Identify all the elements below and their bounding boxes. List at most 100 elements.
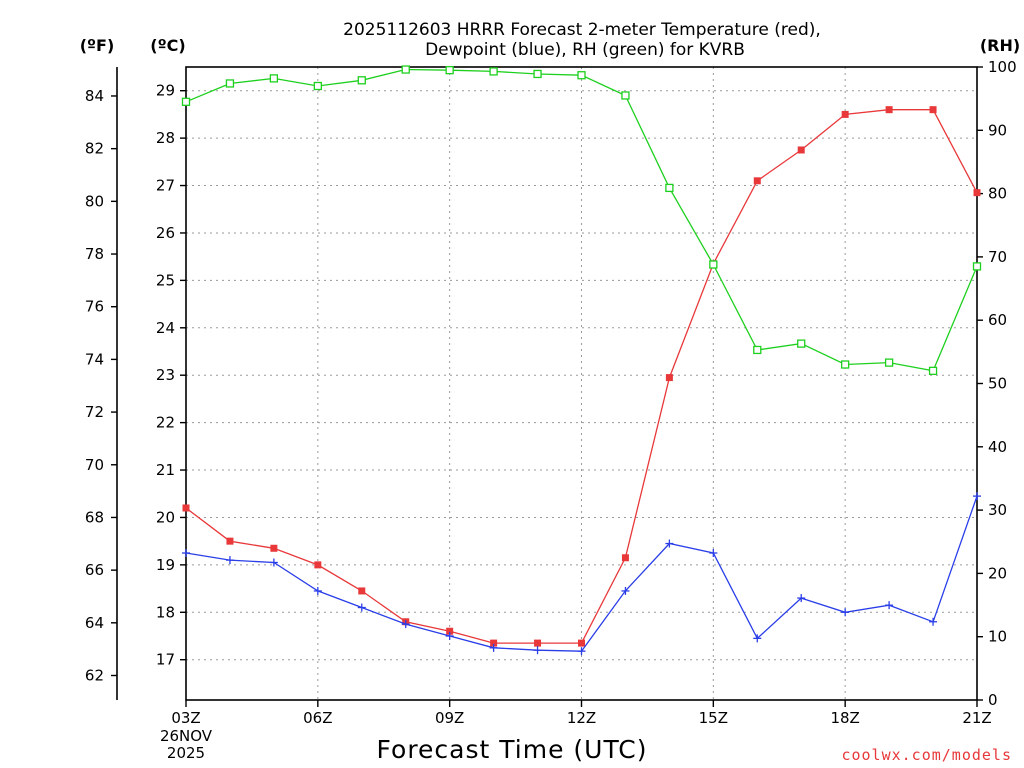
celsius-tick-label: 18 [156,603,175,621]
temperature-point [182,504,190,512]
celsius-tick-label: 19 [156,556,175,574]
rh-point [533,69,542,79]
temperature-point [226,537,234,545]
date-label-line1: 26NOV [160,727,213,745]
rh-tick-label: 60 [988,311,1007,329]
x-tick-label: 21Z [962,709,991,727]
rh-tick-label: 40 [988,438,1007,456]
rh-point [401,65,410,74]
celsius-unit-label: (ºC) [150,36,185,55]
fahrenheit-tick-label: 68 [85,508,104,526]
x-axis-title: Forecast Time (UTC) [377,735,648,764]
dewpoint-point [709,549,718,558]
rh-tick-label: 70 [988,248,1007,266]
plot-frame [185,66,978,701]
rh-point [313,81,322,91]
fahrenheit-tick-label: 66 [85,561,104,579]
rh-point [357,76,366,85]
rh-tick-label: 30 [988,501,1007,519]
grid-lines [186,67,977,700]
dewpoint-point [665,539,674,548]
dewpoint-point [973,492,981,501]
x-tick-label: 03Z [171,709,200,727]
rh-point [445,66,454,75]
data-series [181,65,982,656]
temperature-point [621,554,629,562]
temperature-point [929,106,937,114]
temperature-point [534,639,542,647]
celsius-tick-label: 29 [156,82,175,100]
dewpoint-point [621,586,630,595]
celsius-tick-label: 23 [156,366,175,384]
dewpoint-point [401,620,410,629]
temperature-point [665,374,673,382]
dewpoint-point [489,643,498,652]
temperature-point [885,106,893,114]
celsius-tick-label: 20 [156,508,175,526]
rh-tick-label: 10 [988,628,1007,646]
rh-point [225,79,235,88]
fahrenheit-tick-label: 80 [85,192,104,210]
dewpoint-point [885,601,894,610]
dewpoint-point [929,617,938,626]
fahrenheit-tick-label: 72 [85,403,104,421]
rh-tick-label: 0 [988,691,998,709]
temperature-point [753,177,761,185]
dewpoint-point [182,549,190,558]
x-tick-label: 06Z [303,709,332,727]
dewpoint-point [841,608,850,617]
celsius-tick-label: 28 [156,129,175,147]
rh-point [797,339,806,348]
x-tick-label: 09Z [435,709,464,727]
celsius-tick-label: 17 [156,651,175,669]
dewpoint-point [577,647,586,656]
source-credit: coolwx.com/models [841,746,1012,764]
dewpoint-point [357,603,366,612]
x-tick-label: 12Z [567,709,596,727]
rh-point [489,67,498,76]
rh-point [841,360,850,369]
rh-unit-label: (RH) [980,36,1020,55]
temperature-point [973,189,981,197]
celsius-tick-label: 21 [156,461,175,479]
x-tick-label: 18Z [830,709,859,727]
celsius-tick-label: 27 [156,177,175,195]
rh-tick-label: 20 [988,564,1007,582]
rh-tick-label: 90 [988,121,1007,139]
temperature-point [797,146,805,154]
temperature-point [841,110,849,118]
dewpoint-point [753,634,762,643]
rh-point [972,262,982,271]
temperature-point [314,561,322,569]
rh-tick-label: 50 [988,375,1007,393]
fahrenheit-tick-label: 78 [85,245,104,263]
temperature-point [490,639,498,647]
rh-point [884,358,894,367]
tick-labels: 17 18 19 20 21 22 23 24 25 26 27 28 29 62 64 66 68 70 72 74… [85,58,1017,727]
fahrenheit-tick-label: 82 [85,140,104,158]
rh-tick-label: 100 [988,58,1017,76]
chart-axes [116,66,978,701]
celsius-tick-label: 26 [156,224,175,242]
fahrenheit-tick-label: 74 [85,350,104,368]
dewpoint-point [445,631,454,640]
temperature-series-line [185,109,978,644]
fahrenheit-tick-label: 64 [85,614,104,632]
dewpoint-point [225,556,234,565]
rh-point [665,183,674,193]
dewpoint-series-line [185,495,978,652]
fahrenheit-tick-label: 76 [85,298,104,316]
celsius-tick-label: 22 [156,414,175,432]
chart-title-line1: 2025112603 HRRR Forecast 2-meter Tempera… [343,20,821,40]
rh-point [181,97,191,106]
temperature-point [270,544,278,552]
fahrenheit-tick-label: 62 [85,667,104,685]
fahrenheit-tick-label: 70 [85,456,104,474]
rh-point [928,366,938,375]
temperature-point [358,587,366,595]
fahrenheit-tick-label: 84 [85,87,104,105]
dewpoint-point [313,586,322,595]
rh-point [753,345,762,355]
dewpoint-point [269,558,278,567]
